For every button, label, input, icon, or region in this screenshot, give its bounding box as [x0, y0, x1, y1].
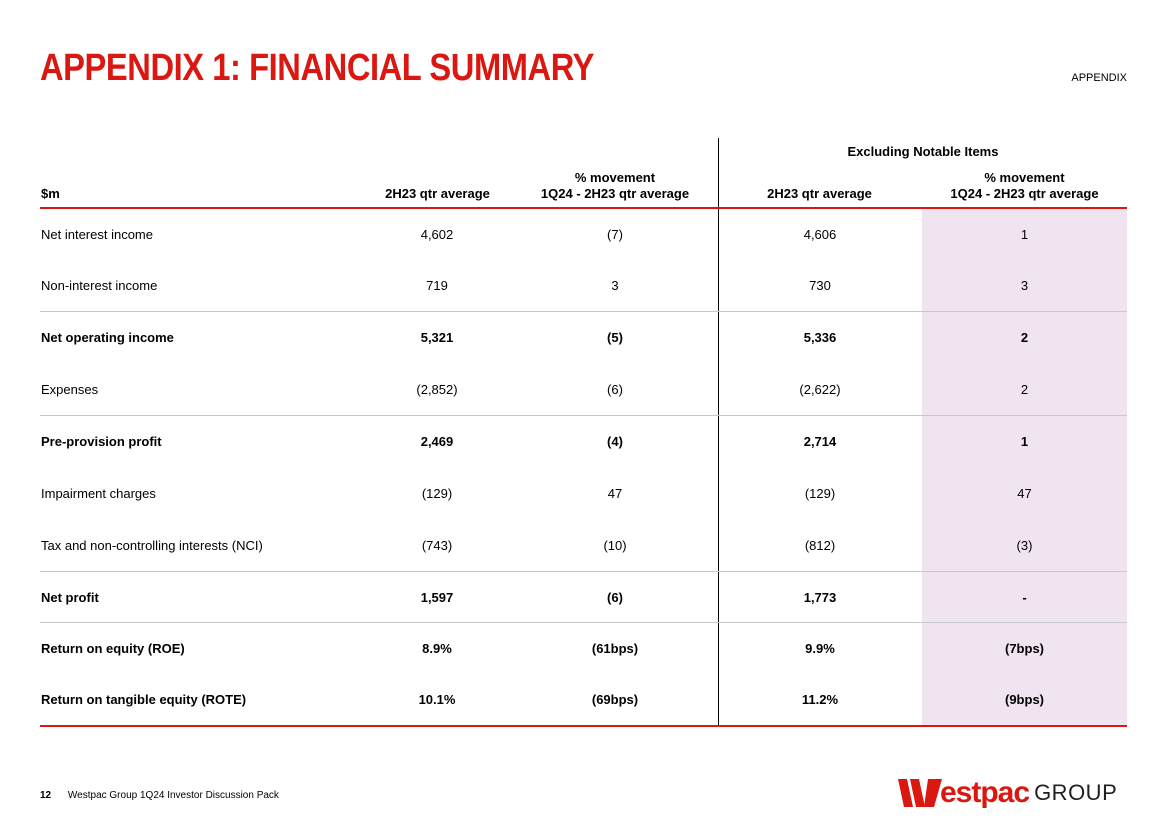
cell-excl-2h23-avg: 2,714 — [803, 434, 837, 449]
cell-excl-movement: 1 — [1020, 227, 1029, 242]
cell-excl-movement: - — [1022, 590, 1027, 605]
cell-movement: 3 — [611, 278, 619, 293]
highlight-column-background — [922, 208, 1127, 726]
cell-movement: (61bps) — [591, 641, 639, 656]
table-row: Non-interest income 719 3 730 3 — [40, 260, 1127, 312]
cell-excl-2h23-avg: 730 — [809, 278, 831, 293]
cell-2h23-avg: 10.1% — [418, 692, 456, 707]
column-header-movement-line2: 1Q24 - 2H23 qtr average — [540, 186, 690, 201]
cell-excl-2h23-avg: 1,773 — [803, 590, 837, 605]
group-header-excluding-notable-items: Excluding Notable Items — [847, 144, 999, 159]
cell-excl-movement: 3 — [1020, 278, 1029, 293]
section-tag: APPENDIX — [1071, 72, 1127, 84]
westpac-group-logo: estpac GROUP — [898, 776, 1117, 810]
table-row: Return on tangible equity (ROTE) 10.1% (… — [40, 674, 1127, 726]
column-divider — [718, 138, 719, 726]
column-header-2h23-avg: 2H23 qtr average — [385, 186, 490, 201]
table-bottom-rule — [40, 725, 1127, 727]
header-rule — [40, 207, 1127, 209]
cell-2h23-avg: (2,852) — [416, 382, 458, 397]
row-divider — [40, 571, 1127, 572]
footer: 12 Westpac Group 1Q24 Investor Discussio… — [40, 790, 279, 801]
cell-excl-movement: (9bps) — [1005, 692, 1044, 707]
row-divider — [40, 415, 1127, 416]
cell-excl-movement: 2 — [1020, 382, 1029, 397]
table-row: Tax and non-controlling interests (NCI) … — [40, 520, 1127, 572]
row-label: Expenses — [41, 382, 99, 397]
cell-excl-2h23-avg: 9.9% — [805, 641, 835, 656]
cell-excl-2h23-avg: (2,622) — [799, 382, 841, 397]
cell-2h23-avg: 1,597 — [420, 590, 454, 605]
page-title: APPENDIX 1: FINANCIAL SUMMARY — [40, 47, 595, 89]
cell-movement: (6) — [607, 382, 623, 397]
cell-excl-movement: 1 — [1020, 434, 1029, 449]
page-number: 12 — [40, 790, 52, 801]
row-label: Return on tangible equity (ROTE) — [41, 692, 247, 707]
cell-excl-movement: 47 — [1017, 486, 1032, 501]
cell-excl-2h23-avg: (129) — [804, 486, 836, 501]
cell-2h23-avg: 4,602 — [420, 227, 454, 242]
table-row: Pre-provision profit 2,469 (4) 2,714 1 — [40, 416, 1127, 468]
column-header-excl-2h23-avg: 2H23 qtr average — [767, 186, 872, 201]
row-label: Net operating income — [41, 330, 174, 345]
footer-text: Westpac Group 1Q24 Investor Discussion P… — [67, 790, 279, 801]
column-header-movement: % movement 1Q24 - 2H23 qtr average — [525, 170, 705, 202]
cell-2h23-avg: 5,321 — [420, 330, 454, 345]
table-row: Net operating income 5,321 (5) 5,336 2 — [40, 312, 1127, 364]
cell-movement: (10) — [603, 538, 627, 553]
cell-2h23-avg: (129) — [421, 486, 453, 501]
cell-excl-2h23-avg: (812) — [804, 538, 836, 553]
cell-movement: 47 — [607, 486, 623, 501]
row-label: Impairment charges — [41, 486, 156, 501]
column-header-excl-movement-line1: % movement — [984, 170, 1065, 185]
westpac-w-mark-icon — [898, 779, 942, 807]
cell-excl-movement: 2 — [1020, 330, 1029, 345]
row-divider — [40, 311, 1127, 312]
cell-movement: (69bps) — [591, 692, 639, 707]
table-row: Net profit 1,597 (6) 1,773 - — [40, 572, 1127, 624]
cell-movement: (6) — [607, 590, 623, 605]
column-header-excl-movement: % movement 1Q24 - 2H23 qtr average — [932, 170, 1117, 202]
logo-brand-text: estpac — [940, 776, 1030, 809]
row-label: Net interest income — [41, 227, 153, 242]
cell-excl-2h23-avg: 4,606 — [803, 227, 837, 242]
table-row: Impairment charges (129) 47 (129) 47 — [40, 468, 1127, 520]
cell-excl-2h23-avg: 5,336 — [803, 330, 837, 345]
cell-excl-movement: (7bps) — [1005, 641, 1044, 656]
cell-excl-movement: (3) — [1016, 538, 1033, 553]
row-label: Pre-provision profit — [41, 434, 162, 449]
table-row: Net interest income 4,602 (7) 4,606 1 — [40, 209, 1127, 261]
cell-excl-2h23-avg: 11.2% — [801, 692, 839, 707]
cell-movement: (5) — [607, 330, 623, 345]
cell-2h23-avg: (743) — [421, 538, 453, 553]
table-row: Expenses (2,852) (6) (2,622) 2 — [40, 364, 1127, 416]
table-row: Return on equity (ROE) 8.9% (61bps) 9.9%… — [40, 623, 1127, 675]
row-divider — [40, 622, 1127, 623]
row-label: Net profit — [41, 590, 99, 605]
row-label: Non-interest income — [41, 278, 158, 293]
cell-2h23-avg: 719 — [426, 278, 448, 293]
cell-2h23-avg: 8.9% — [422, 641, 452, 656]
row-label: Return on equity (ROE) — [41, 641, 185, 656]
cell-movement: (7) — [607, 227, 623, 242]
column-header-movement-line1: % movement — [574, 170, 656, 185]
logo-group-text: GROUP — [1034, 780, 1118, 805]
column-header-excl-movement-line2: 1Q24 - 2H23 qtr average — [950, 186, 1099, 201]
row-label: Tax and non-controlling interests (NCI) — [41, 538, 263, 553]
column-header-label: $m — [41, 186, 60, 201]
cell-movement: (4) — [607, 434, 623, 449]
cell-2h23-avg: 2,469 — [420, 434, 454, 449]
